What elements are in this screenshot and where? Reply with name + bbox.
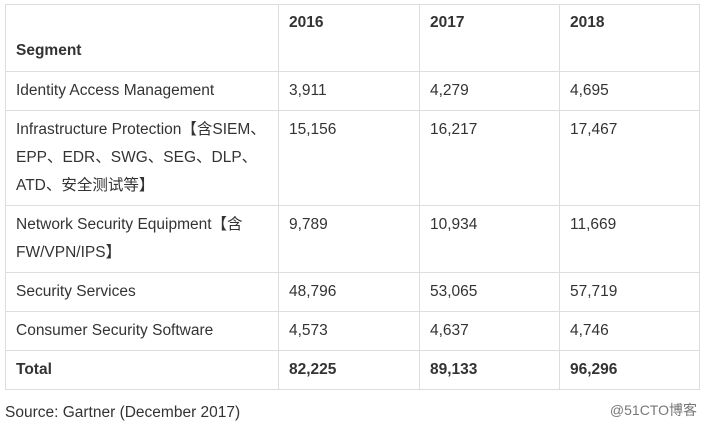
- value-cell-2016: 4,573: [278, 311, 420, 351]
- total-cell-2016: 82,225: [278, 350, 420, 390]
- value-cell-2018: 17,467: [559, 110, 700, 206]
- table-row: Network Security Equipment【含FW/VPN/IPS】 …: [5, 205, 700, 273]
- value-cell-2017: 10,934: [419, 205, 560, 273]
- segment-name-cell: Network Security Equipment【含FW/VPN/IPS】: [5, 205, 279, 273]
- value-cell-2016: 9,789: [278, 205, 420, 273]
- table-row: Security Services 48,796 53,065 57,719: [5, 272, 700, 312]
- value-cell-2017: 16,217: [419, 110, 560, 206]
- value-cell-2016: 48,796: [278, 272, 420, 312]
- value-cell-2017: 4,637: [419, 311, 560, 351]
- table-header-row: Segment 2016 2017 2018: [5, 4, 700, 72]
- segment-name-cell: Identity Access Management: [5, 71, 279, 111]
- segment-name-cell: Consumer Security Software: [5, 311, 279, 351]
- segment-name-cell: Security Services: [5, 272, 279, 312]
- value-cell-2017: 53,065: [419, 272, 560, 312]
- total-label-cell: Total: [5, 350, 279, 390]
- table-row: Infrastructure Protection【含SIEM、EPP、EDR、…: [5, 110, 700, 206]
- segment-name-cell: Infrastructure Protection【含SIEM、EPP、EDR、…: [5, 110, 279, 206]
- column-header-2017: 2017: [419, 4, 560, 72]
- watermark: @51CTO博客: [609, 402, 697, 418]
- segment-revenue-table: Segment 2016 2017 2018 Identity Access M…: [5, 4, 700, 390]
- value-cell-2016: 3,911: [278, 71, 420, 111]
- total-row: Total 82,225 89,133 96,296: [5, 350, 700, 390]
- table-row: Identity Access Management 3,911 4,279 4…: [5, 71, 700, 111]
- value-cell-2018: 4,746: [559, 311, 700, 351]
- value-cell-2018: 11,669: [559, 205, 700, 273]
- column-header-2018: 2018: [559, 4, 700, 72]
- total-cell-2018: 96,296: [559, 350, 700, 390]
- total-cell-2017: 89,133: [419, 350, 560, 390]
- table-container: Segment 2016 2017 2018 Identity Access M…: [5, 4, 700, 390]
- value-cell-2018: 4,695: [559, 71, 700, 111]
- column-header-segment: Segment: [5, 4, 279, 72]
- source-note: Source: Gartner (December 2017): [5, 404, 241, 421]
- value-cell-2017: 4,279: [419, 71, 560, 111]
- table-row: Consumer Security Software 4,573 4,637 4…: [5, 311, 700, 351]
- value-cell-2018: 57,719: [559, 272, 700, 312]
- column-header-2016: 2016: [278, 4, 420, 72]
- value-cell-2016: 15,156: [278, 110, 420, 206]
